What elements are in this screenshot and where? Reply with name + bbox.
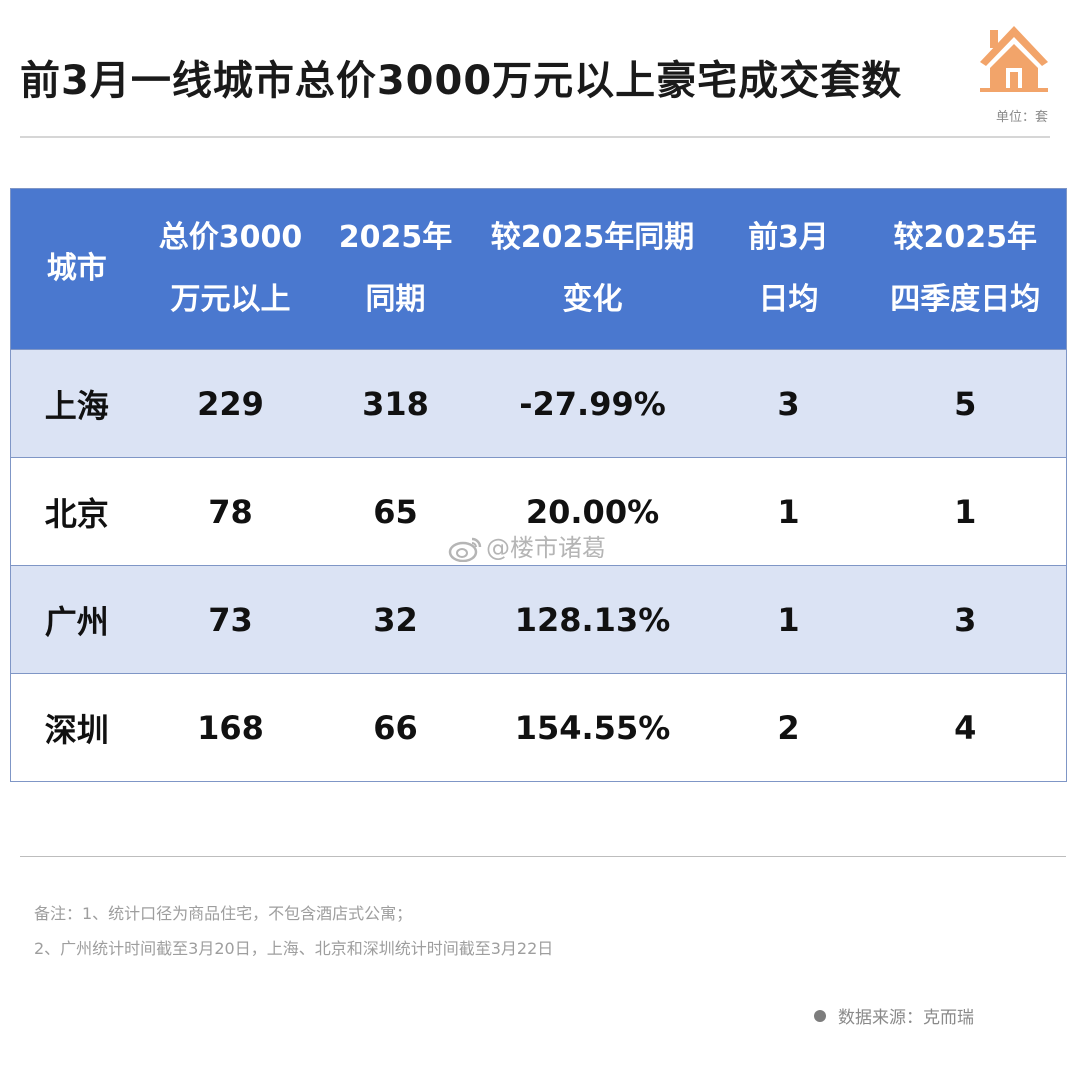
cell-daily-avg: 3 <box>712 349 865 458</box>
cell-daily-avg: 2 <box>712 673 865 782</box>
house-icon <box>980 26 1048 92</box>
weibo-icon <box>448 537 482 562</box>
col-header-total: 总价3000 万元以上 <box>142 188 319 350</box>
table-header-row: 城市 总价3000 万元以上 2025年 同期 较2025年同期 变化 前3月 日均 较… <box>10 188 1067 350</box>
cell-change: 128.13% <box>472 565 713 674</box>
col-header-prev-year: 2025年 同期 <box>318 188 473 350</box>
cell-total: 78 <box>142 457 319 566</box>
title-divider <box>20 136 1050 138</box>
cell-q4-daily-avg: 1 <box>864 457 1067 566</box>
weibo-watermark: @楼市诸葛 <box>448 528 606 563</box>
cell-change: -27.99% <box>472 349 713 458</box>
cell-prev-year: 32 <box>318 565 473 674</box>
cell-city: 广州 <box>10 565 143 674</box>
page-title: 前3月一线城市总价3000万元以上豪宅成交套数 <box>20 58 903 104</box>
note-line-2: 2、广州统计时间截至3月20日，上海、北京和深圳统计时间截至3月22日 <box>34 939 554 958</box>
unit-label: 单位：套 <box>995 110 1048 125</box>
table-row: 上海 229 318 -27.99% 3 5 <box>10 349 1067 458</box>
cell-prev-year: 65 <box>318 457 473 566</box>
cell-total: 73 <box>142 565 319 674</box>
cell-city: 北京 <box>10 457 143 566</box>
cell-city: 深圳 <box>10 673 143 782</box>
table-row: 广州 73 32 128.13% 1 3 <box>10 565 1067 674</box>
cell-change: 154.55% <box>472 673 713 782</box>
cell-total: 168 <box>142 673 319 782</box>
col-header-q4-daily-avg: 较2025年 四季度日均 <box>864 188 1067 350</box>
col-header-change: 较2025年同期 变化 <box>472 188 713 350</box>
bullet-dot-icon <box>814 1010 826 1022</box>
cell-change: 20.00% <box>472 457 713 566</box>
col-header-city: 城市 <box>10 188 143 350</box>
cell-total: 229 <box>142 349 319 458</box>
note-line-1: 备注：1、统计口径为商品住宅，不包含酒店式公寓； <box>34 904 413 923</box>
col-header-daily-avg: 前3月 日均 <box>712 188 865 350</box>
cell-daily-avg: 1 <box>712 565 865 674</box>
cell-city: 上海 <box>10 349 143 458</box>
cell-q4-daily-avg: 5 <box>864 349 1067 458</box>
cell-prev-year: 66 <box>318 673 473 782</box>
table-row: 深圳 168 66 154.55% 2 4 <box>10 673 1067 782</box>
footer-divider <box>20 856 1066 857</box>
cell-q4-daily-avg: 3 <box>864 565 1067 674</box>
data-source: 数据来源：克而瑞 <box>814 1003 974 1028</box>
cell-q4-daily-avg: 4 <box>864 673 1067 782</box>
cell-daily-avg: 1 <box>712 457 865 566</box>
watermark-text: @楼市诸葛 <box>486 534 606 562</box>
table-row: 北京 78 65 20.00% 1 1 <box>10 457 1067 566</box>
data-table: 城市 总价3000 万元以上 2025年 同期 较2025年同期 变化 前3月 日均 较… <box>10 188 1067 782</box>
cell-prev-year: 318 <box>318 349 473 458</box>
